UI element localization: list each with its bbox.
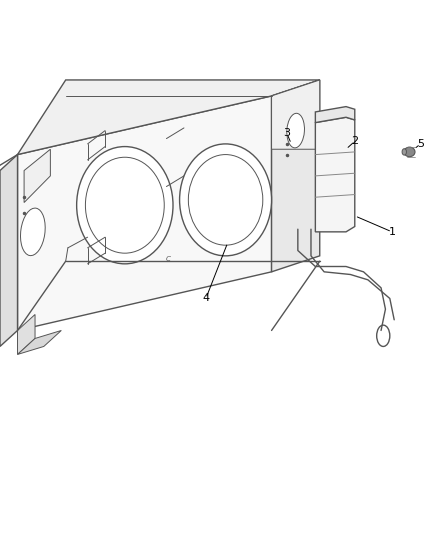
Text: 5: 5	[417, 139, 424, 149]
Polygon shape	[0, 155, 18, 346]
Ellipse shape	[188, 155, 263, 245]
Text: 3: 3	[283, 128, 290, 138]
Polygon shape	[272, 80, 320, 149]
Ellipse shape	[287, 114, 304, 148]
Ellipse shape	[180, 144, 272, 256]
Text: 2: 2	[351, 136, 358, 146]
Text: 1: 1	[389, 227, 396, 237]
Ellipse shape	[21, 208, 45, 256]
Polygon shape	[272, 80, 320, 272]
Polygon shape	[315, 117, 355, 232]
Polygon shape	[315, 107, 355, 123]
Ellipse shape	[404, 147, 415, 157]
Ellipse shape	[402, 149, 406, 155]
Polygon shape	[18, 80, 320, 155]
Ellipse shape	[85, 157, 164, 253]
Ellipse shape	[77, 147, 173, 264]
Polygon shape	[18, 314, 35, 354]
Polygon shape	[18, 96, 272, 330]
Text: 4: 4	[202, 294, 209, 303]
Polygon shape	[18, 330, 61, 354]
Polygon shape	[24, 149, 50, 203]
Ellipse shape	[377, 325, 390, 346]
Text: C: C	[166, 255, 171, 262]
